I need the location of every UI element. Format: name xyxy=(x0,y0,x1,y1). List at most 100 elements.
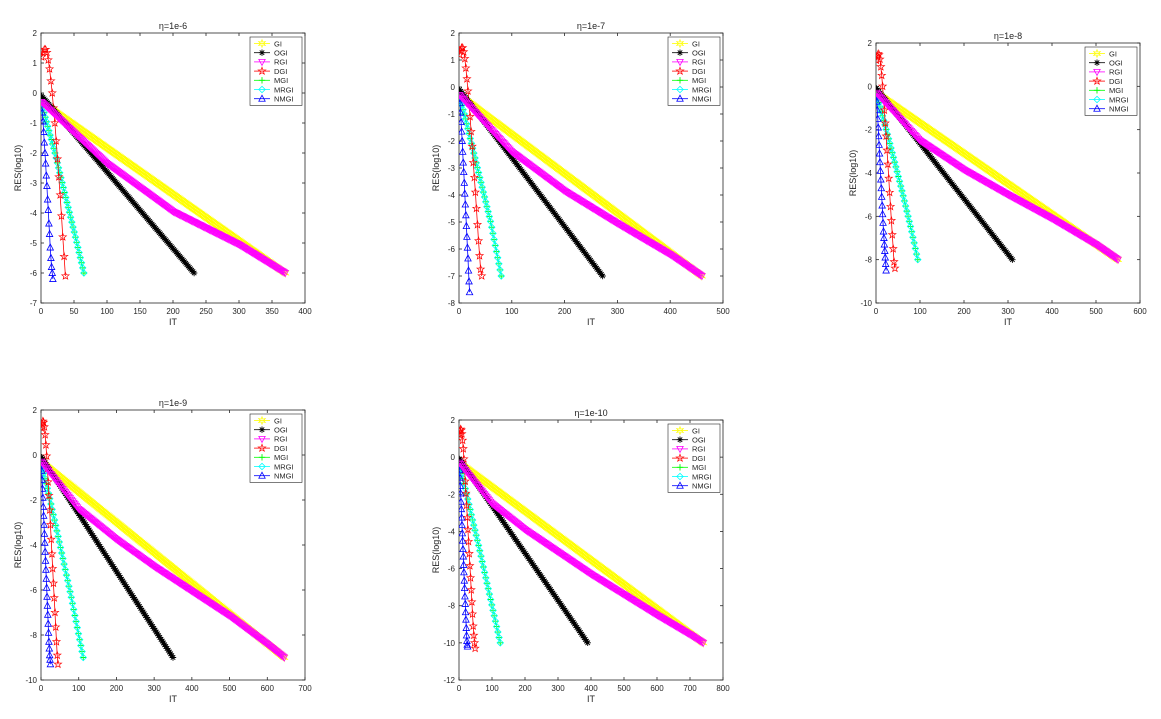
data-point-rgi xyxy=(120,542,129,550)
x-tick-label: 700 xyxy=(683,684,697,693)
data-point-gi xyxy=(530,146,540,157)
y-tick-label: -2 xyxy=(30,496,38,505)
data-point-gi xyxy=(527,143,536,154)
data-point-gi xyxy=(549,527,559,538)
x-tick-label: 200 xyxy=(166,307,180,316)
legend-marker xyxy=(675,66,685,76)
y-tick-label: -6 xyxy=(448,565,456,574)
data-point-gi xyxy=(136,166,146,177)
data-point-rgi xyxy=(489,128,497,136)
data-point-gi xyxy=(915,117,924,128)
data-point-gi xyxy=(944,137,953,148)
data-point-nmgi xyxy=(44,619,53,627)
data-point-nmgi xyxy=(462,623,471,631)
chart-title: η=1e-7 xyxy=(577,21,605,31)
data-point-gi xyxy=(559,168,569,179)
data-point-gi xyxy=(489,483,499,494)
data-point-gi xyxy=(899,106,909,117)
data-point-gi xyxy=(1022,191,1031,202)
data-point-dgi xyxy=(467,609,478,619)
data-point-rgi xyxy=(125,176,134,185)
x-tick-label: 200 xyxy=(957,307,971,316)
data-point-gi xyxy=(922,122,932,133)
data-point-gi xyxy=(608,204,618,215)
data-point-dgi xyxy=(464,548,474,558)
data-point-gi xyxy=(940,135,950,146)
legend-marker xyxy=(676,464,684,471)
data-point-dgi xyxy=(470,643,480,653)
data-point-nmgi xyxy=(41,127,48,135)
data-point-dgi xyxy=(43,55,53,64)
data-point-gi xyxy=(92,135,102,146)
data-point-rgi xyxy=(890,109,899,117)
x-tick-label: 200 xyxy=(558,307,572,316)
data-point-mrgi xyxy=(73,623,82,632)
data-point-nmgi xyxy=(47,262,56,270)
data-point-rgi xyxy=(118,540,126,548)
data-point-rgi xyxy=(893,112,901,120)
data-point-rgi xyxy=(483,122,491,130)
y-tick-label: -10 xyxy=(443,639,455,648)
legend-marker xyxy=(676,445,684,454)
data-point-gi xyxy=(1000,176,1010,187)
data-point-ogi xyxy=(584,639,591,647)
data-point-rgi xyxy=(459,93,465,101)
data-point-nmgi xyxy=(459,127,466,135)
data-point-gi xyxy=(128,161,138,172)
y-tick-label: -6 xyxy=(30,586,38,595)
data-point-mrgi xyxy=(68,599,77,608)
x-tick-label: 0 xyxy=(874,307,879,316)
data-point-nmgi xyxy=(462,210,470,219)
x-axis-label: IT xyxy=(587,317,596,327)
series-rgi xyxy=(459,459,708,648)
data-point-gi xyxy=(115,151,125,162)
legend-marker xyxy=(676,94,684,102)
data-point-dgi xyxy=(41,421,49,431)
data-point-rgi xyxy=(494,133,502,142)
data-point-dgi xyxy=(461,488,471,498)
data-point-gi xyxy=(967,153,976,164)
data-point-nmgi xyxy=(461,592,469,600)
data-point-rgi xyxy=(130,180,138,188)
legend-entry: NMGI xyxy=(274,95,294,104)
data-point-mrgi xyxy=(489,229,497,238)
data-point-nmgi xyxy=(48,268,57,276)
data-point-gi xyxy=(976,160,986,171)
data-point-gi xyxy=(964,151,974,162)
data-point-rgi xyxy=(121,174,130,182)
x-tick-label: 500 xyxy=(617,684,631,693)
data-point-gi xyxy=(578,549,588,560)
data-point-dgi xyxy=(876,54,885,64)
data-point-rgi xyxy=(128,548,137,556)
data-point-dgi xyxy=(56,211,67,220)
data-point-nmgi xyxy=(41,493,47,501)
legend-entry: RGI xyxy=(692,445,705,454)
legend-marker xyxy=(258,85,266,94)
y-tick-label: -4 xyxy=(448,527,456,536)
data-point-rgi xyxy=(161,202,170,211)
data-point-dgi xyxy=(460,53,470,63)
data-point-gi xyxy=(977,160,987,171)
data-point-dgi xyxy=(50,118,60,127)
data-point-gi xyxy=(558,534,568,545)
data-point-gi xyxy=(204,214,213,225)
series-line-nmgi xyxy=(459,462,468,647)
data-point-gi xyxy=(98,139,108,150)
legend-marker xyxy=(675,425,685,436)
data-point-nmgi xyxy=(463,243,472,251)
data-point-gi xyxy=(100,141,110,152)
data-point-nmgi xyxy=(881,253,890,261)
data-point-nmgi xyxy=(459,560,468,568)
data-point-gi xyxy=(947,140,957,151)
data-point-gi xyxy=(960,149,970,160)
data-point-rgi xyxy=(130,548,138,557)
data-point-gi xyxy=(84,129,93,140)
data-point-mrgi xyxy=(69,605,78,614)
legend-entry: NMGI xyxy=(1109,105,1129,114)
data-point-gi xyxy=(501,492,511,503)
data-point-gi xyxy=(611,206,620,217)
data-point-gi xyxy=(190,204,200,215)
y-tick-label: -5 xyxy=(448,218,456,227)
legend-entry: MGI xyxy=(274,453,288,462)
legend-entry: MRGI xyxy=(274,462,294,471)
